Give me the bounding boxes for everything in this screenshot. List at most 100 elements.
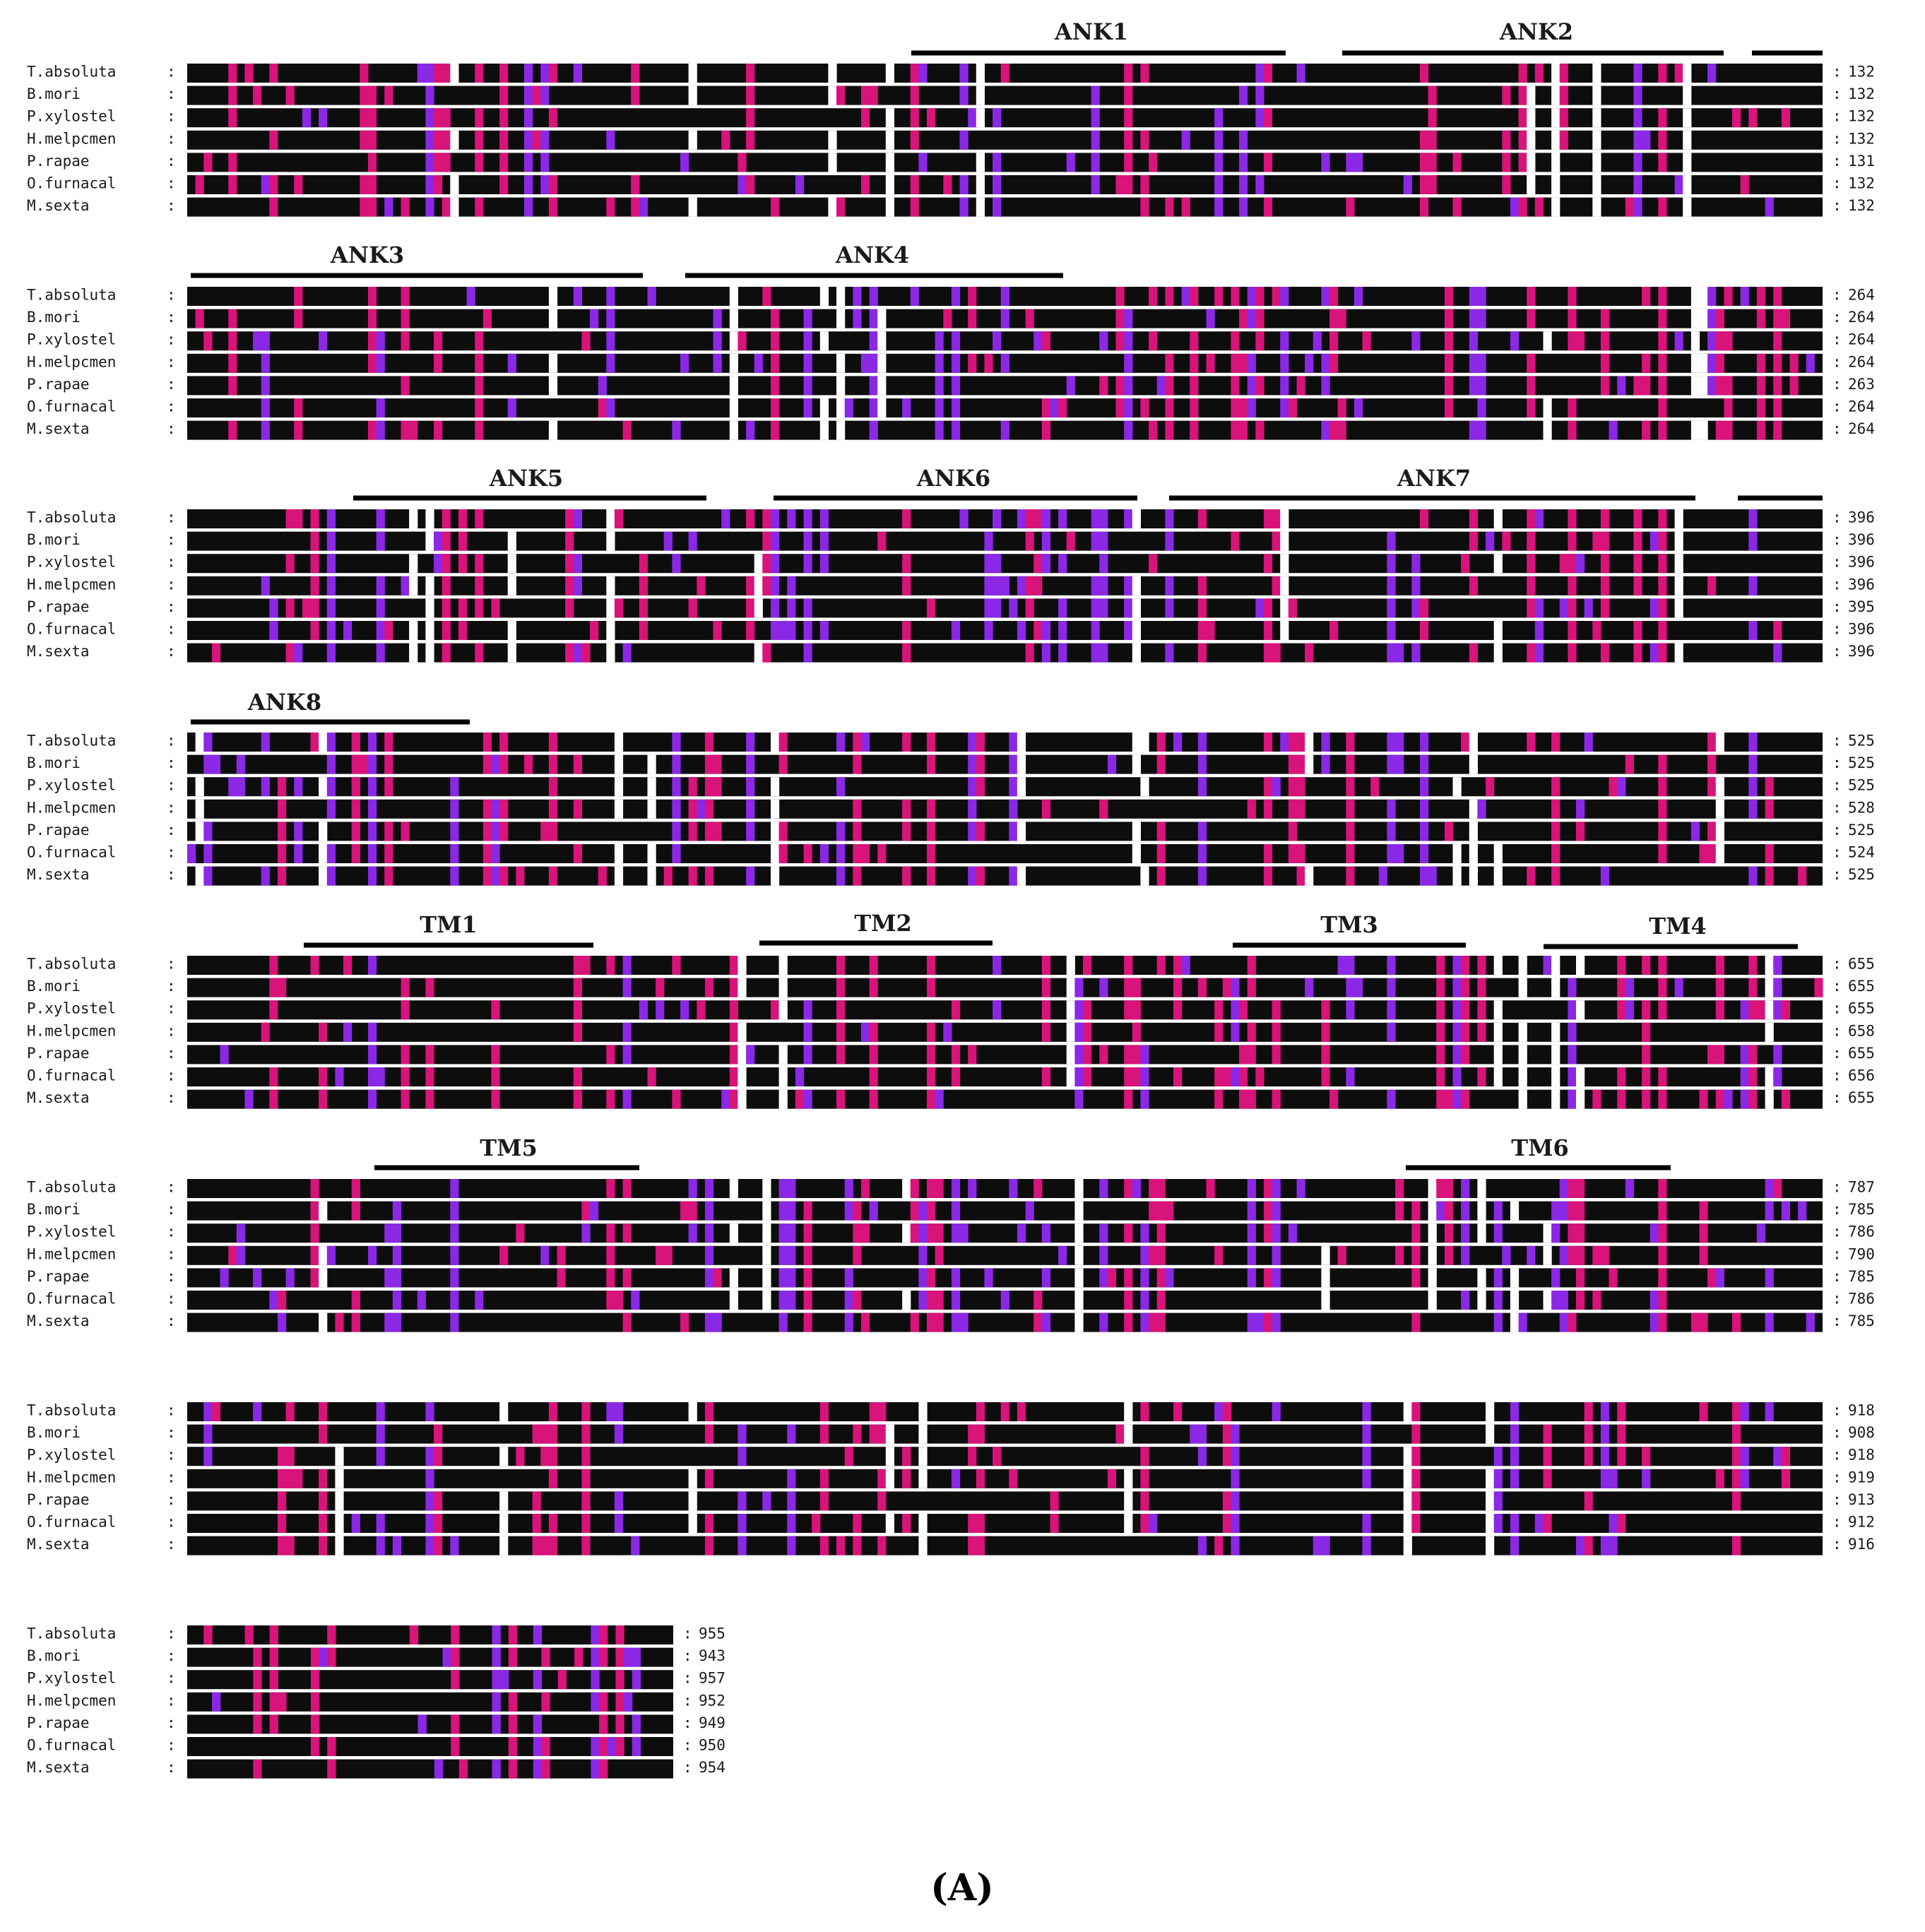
residue-count: 525: [1848, 733, 1875, 749]
residue-cell: [1633, 509, 1642, 528]
residue-cell: [606, 1045, 615, 1065]
residue-cell: [1477, 398, 1486, 417]
residue-cell: [1255, 64, 1264, 83]
residue-cell: [548, 376, 558, 396]
residue-cell: [935, 376, 944, 396]
residue-cell: [1600, 1424, 1610, 1444]
residue-cell: [1247, 1201, 1256, 1221]
residue-cell: [771, 733, 780, 752]
residue-cell: [746, 64, 755, 83]
residue-cell: [451, 1737, 460, 1756]
residue-cell: [1395, 1179, 1404, 1198]
residue-cell: [409, 1625, 419, 1644]
residue-cell: [1247, 1312, 1256, 1332]
residue-cell: [1346, 978, 1355, 997]
residue-cell: [335, 1491, 344, 1511]
residue-cell: [1403, 1447, 1412, 1466]
residue-cell: [1493, 1469, 1503, 1488]
residue-cell: [1305, 733, 1314, 752]
sequence-band: [187, 85, 1823, 105]
species-name: O.furnacal: [27, 398, 116, 415]
residue-cell: [704, 1312, 714, 1332]
residue-cell: [1272, 1312, 1281, 1332]
residue-cell: [1674, 643, 1683, 663]
residue-cell: [778, 1045, 788, 1065]
name-colon: :: [167, 197, 176, 214]
residue-cell: [351, 1514, 360, 1533]
residue-cell: [1420, 844, 1429, 863]
residue-cell: [392, 1223, 401, 1243]
residue-cell: [1551, 822, 1560, 841]
residue-cell: [1658, 1201, 1667, 1221]
residue-cell: [261, 331, 270, 351]
residue-count: 264: [1848, 287, 1875, 304]
residue-cell: [1617, 978, 1626, 997]
residue-cell: [1658, 398, 1667, 417]
residue-cell: [1773, 353, 1782, 373]
residue-cell: [1658, 1223, 1667, 1243]
residue-cell: [1222, 1424, 1231, 1444]
sequence-rows: T.absoluta::655B.mori::655P.xylostel::65…: [27, 956, 1875, 1109]
residue-cell: [1756, 1000, 1766, 1020]
domain-annotation: ANK6: [774, 465, 1137, 501]
residue-cell: [1247, 1179, 1256, 1198]
residue-cell: [1493, 554, 1503, 574]
residue-cell: [1444, 1245, 1454, 1265]
residue-cell: [327, 1737, 336, 1756]
residue-cell: [1000, 64, 1009, 83]
residue-cell: [1280, 576, 1289, 595]
residue-cell: [1140, 175, 1149, 194]
residue-cell: [326, 733, 336, 752]
residue-cell: [1313, 331, 1322, 351]
count-colon: :: [1832, 1312, 1842, 1329]
residue-cell: [599, 1647, 608, 1667]
residue-cell: [261, 777, 270, 797]
residue-cell: [236, 1245, 245, 1265]
residue-cell: [754, 353, 763, 373]
residue-cell: [704, 1223, 714, 1243]
residue-cell: [1493, 1312, 1503, 1332]
residue-cell: [1748, 621, 1758, 640]
residue-cell: [425, 130, 434, 150]
residue-cell: [746, 509, 755, 528]
residue-cell: [1510, 1402, 1520, 1421]
residue-cell: [458, 509, 468, 528]
residue-cell: [1452, 978, 1462, 997]
residue-cell: [1683, 108, 1692, 128]
residue-cell: [1083, 1045, 1092, 1065]
residue-cell: [1231, 287, 1240, 306]
residue-cell: [771, 598, 780, 618]
residue-cell: [1658, 1179, 1667, 1198]
residue-cell: [450, 799, 459, 819]
residue-cell: [607, 1737, 616, 1756]
residue-cell: [614, 1291, 624, 1310]
residue-cell: [976, 197, 985, 217]
residue-cell: [647, 287, 656, 306]
residue-cell: [1321, 754, 1330, 774]
residue-count: 790: [1848, 1245, 1875, 1262]
residue-cell: [450, 1201, 459, 1221]
residue-cell: [1263, 554, 1273, 574]
alignment-block: ANK8 T.absoluta::525B.mori::525P.xyloste…: [27, 689, 1875, 886]
residue-cell: [434, 554, 443, 574]
residue-cell: [877, 309, 887, 328]
residue-cell: [738, 175, 747, 194]
residue-cell: [1715, 1469, 1724, 1488]
count-colon: :: [1832, 621, 1842, 638]
residue-cell: [1773, 956, 1782, 975]
residue-cell: [261, 420, 270, 440]
residue-cell: [573, 287, 582, 306]
residue-cell: [278, 1536, 287, 1555]
residue-cell: [1609, 1536, 1618, 1555]
residue-cell: [425, 576, 434, 595]
residue-cell: [1140, 1089, 1149, 1109]
residue-cell: [1510, 1514, 1520, 1533]
residue-count: 131: [1848, 153, 1875, 170]
residue-cell: [1231, 1000, 1240, 1020]
residue-cell: [927, 754, 936, 774]
residue-cell: [1337, 309, 1346, 328]
residue-cell: [819, 1402, 829, 1421]
residue-cell: [1452, 1000, 1462, 1020]
residue-cell: [1411, 1268, 1421, 1288]
residue-cell: [499, 1245, 509, 1265]
